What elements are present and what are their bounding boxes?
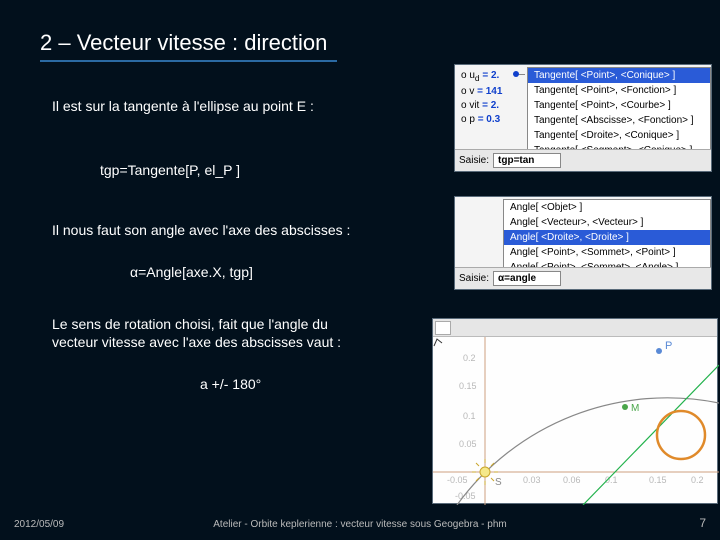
code-angle: α=Angle[axe.X, tgp] — [130, 264, 253, 280]
suggestion-row[interactable]: Tangente[ <Point>, <Conique> ] — [528, 68, 710, 83]
svg-text:S: S — [495, 477, 502, 488]
suggestion-row[interactable]: Tangente[ <Point>, <Courbe> ] — [528, 98, 710, 113]
geogebra-graph-panel: -0.05 0.03 0.06 0.1 0.15 0.2 0.2 0.15 0.… — [432, 318, 718, 504]
suggestion-list-tangente[interactable]: Tangente[ <Point>, <Conique> ] Tangente[… — [527, 67, 711, 159]
code-alpha180: a +/- 180° — [200, 376, 261, 392]
suggestion-row[interactable]: Angle[ <Point>, <Sommet>, <Point> ] — [504, 245, 710, 260]
text-rotation-2: vecteur vitesse avec l'axe des abscisses… — [52, 334, 341, 350]
geogebra-panel-angle: Angle[ <Objet> ] Angle[ <Vecteur>, <Vect… — [454, 196, 712, 290]
svg-text:0.15: 0.15 — [649, 475, 667, 485]
input-field[interactable]: tgp=tan — [493, 153, 561, 168]
footer-caption: Atelier - Orbite keplerienne : vecteur v… — [0, 519, 720, 530]
graph-toolbar — [433, 319, 717, 337]
suggestion-row[interactable]: Tangente[ <Droite>, <Conique> ] — [528, 128, 710, 143]
input-field[interactable]: α=angle — [493, 271, 561, 286]
svg-text:-0.05: -0.05 — [455, 491, 476, 501]
var-list: o ud = 2. o v = 141 o vit = 2. o p = 0.3 — [461, 69, 502, 127]
input-label: Saisie: — [459, 155, 489, 166]
slider-dot — [513, 71, 519, 77]
input-bar: Saisie: α=angle — [455, 267, 711, 289]
graph-canvas: -0.05 0.03 0.06 0.1 0.15 0.2 0.2 0.15 0.… — [433, 337, 719, 505]
svg-text:0.05: 0.05 — [459, 439, 477, 449]
svg-text:-0.05: -0.05 — [447, 475, 468, 485]
code-tangent: tgp=Tangente[P, el_P ] — [100, 162, 240, 178]
suggestion-list-angle[interactable]: Angle[ <Objet> ] Angle[ <Vecteur>, <Vect… — [503, 199, 711, 276]
suggestion-row[interactable]: Tangente[ <Abscisse>, <Fonction> ] — [528, 113, 710, 128]
svg-text:0.15: 0.15 — [459, 381, 477, 391]
svg-text:0.03: 0.03 — [523, 475, 541, 485]
text-rotation-1: Le sens de rotation choisi, fait que l'a… — [52, 316, 328, 332]
suggestion-row[interactable]: Angle[ <Objet> ] — [504, 200, 710, 215]
svg-text:0.1: 0.1 — [463, 411, 476, 421]
svg-text:M: M — [631, 403, 639, 414]
input-label: Saisie: — [459, 273, 489, 284]
geogebra-panel-tangente: o ud = 2. o v = 141 o vit = 2. o p = 0.3… — [454, 64, 712, 172]
toolbar-icon[interactable] — [435, 321, 451, 335]
suggestion-row[interactable]: Angle[ <Droite>, <Droite> ] — [504, 230, 710, 245]
svg-text:0.2: 0.2 — [463, 353, 476, 363]
footer-page: 7 — [699, 516, 706, 530]
suggestion-row[interactable]: Tangente[ <Point>, <Fonction> ] — [528, 83, 710, 98]
suggestion-row[interactable]: Angle[ <Vecteur>, <Vecteur> ] — [504, 215, 710, 230]
input-bar: Saisie: tgp=tan — [455, 149, 711, 171]
svg-text:P: P — [665, 340, 672, 352]
slide-title: 2 – Vecteur vitesse : direction — [40, 30, 337, 62]
text-tangent: Il est sur la tangente à l'ellipse au po… — [52, 98, 314, 114]
svg-text:0.2: 0.2 — [691, 475, 704, 485]
svg-text:0.06: 0.06 — [563, 475, 581, 485]
text-angle: Il nous faut son angle avec l'axe des ab… — [52, 222, 350, 238]
